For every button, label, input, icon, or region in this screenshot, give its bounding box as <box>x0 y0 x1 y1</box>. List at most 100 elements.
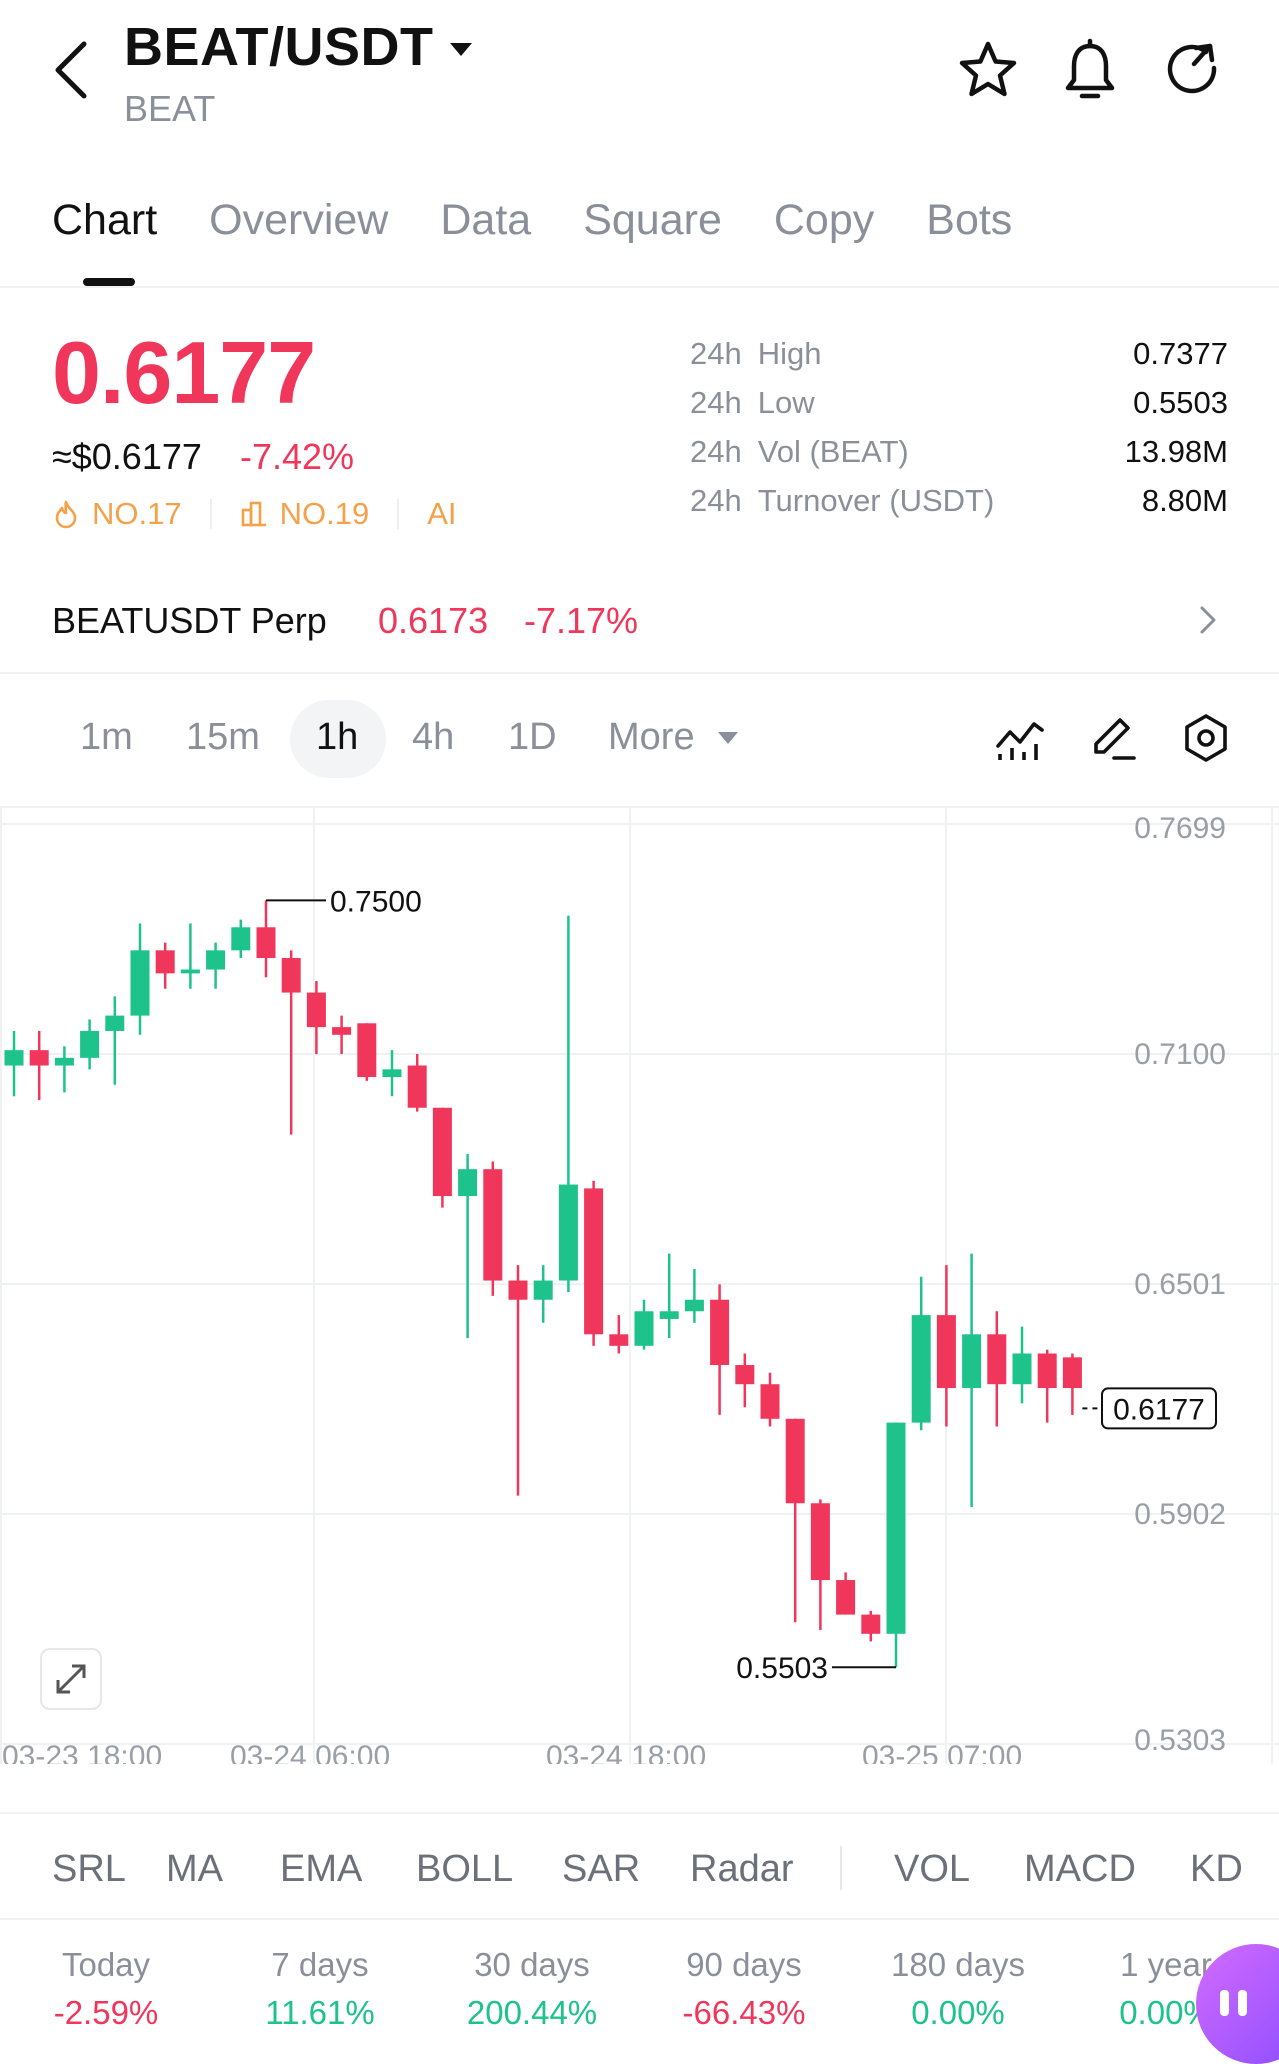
indicator-boll[interactable]: BOLL <box>416 1848 514 1890</box>
divider <box>0 1812 1279 1814</box>
candlestick-chart[interactable]: 0.7699 0.7100 0.6501 0.5902 0.5303 0.7500 0.55… <box>0 808 1279 1764</box>
tab-square[interactable]: Square <box>583 196 722 244</box>
divider <box>0 806 1279 808</box>
stat-label: High <box>757 336 822 371</box>
candle-body <box>710 1299 730 1366</box>
settings-icon[interactable] <box>1180 712 1232 764</box>
tab-overview[interactable]: Overview <box>209 196 389 244</box>
stat-label: Turnover (USDT) <box>757 483 995 518</box>
candle-body <box>987 1334 1007 1385</box>
stat-label: Vol (BEAT) <box>757 434 909 469</box>
divider <box>0 672 1279 674</box>
divider <box>397 499 400 529</box>
indicator-srl[interactable]: SRL <box>52 1848 126 1890</box>
stat-high: 24h High 0.7377 <box>690 336 1228 385</box>
price-change: -7.42% <box>240 436 355 477</box>
ai-badge[interactable]: AI <box>427 496 457 531</box>
candle-body <box>609 1334 629 1346</box>
stat-low: 24h Low 0.5503 <box>690 385 1228 434</box>
x-tick-label: 03-25 07:00 <box>862 1740 1022 1764</box>
candle-body <box>180 969 200 974</box>
perf-label-30d: 30 days <box>474 1946 590 1983</box>
perf-label-today: Today <box>61 1946 151 1983</box>
candle-body <box>1062 1357 1082 1389</box>
candle-body <box>80 1030 100 1058</box>
candle-body <box>407 1065 427 1108</box>
gainer-rank-badge[interactable]: NO.19 <box>240 496 369 532</box>
perf-value-90d: -66.43% <box>682 1994 806 2031</box>
timeframe-1h[interactable]: 1h <box>316 716 359 758</box>
chevron-down-icon <box>718 732 738 744</box>
perf-label-180d: 180 days <box>891 1946 1025 1983</box>
candle-body <box>558 1184 578 1281</box>
candle-body <box>306 992 326 1028</box>
high-marker-label: 0.7500 <box>330 885 422 918</box>
indicator-ma[interactable]: MA <box>166 1848 223 1890</box>
perf-value-30d: 200.44% <box>466 1994 598 2031</box>
perf-value-7d: 11.61% <box>265 1994 375 2031</box>
active-tab-indicator <box>83 278 135 286</box>
refresh-icon[interactable] <box>1162 38 1226 102</box>
perf-label-1y: 1 year <box>1120 1946 1212 1983</box>
candle-body <box>432 1107 452 1197</box>
indicator-icon[interactable] <box>994 712 1046 764</box>
tab-chart[interactable]: Chart <box>52 196 158 244</box>
fullscreen-button[interactable] <box>40 1648 102 1710</box>
hot-rank-badge[interactable]: NO.17 <box>52 496 182 532</box>
timeframe-more[interactable]: More <box>608 716 695 758</box>
stats-24h: 24h High 0.7377 24h Low 0.5503 24h Vol (BEA… <box>690 336 1228 532</box>
candle-body <box>105 1015 125 1031</box>
back-icon[interactable] <box>48 38 96 102</box>
indicator-macd[interactable]: MACD <box>1024 1848 1136 1890</box>
pause-icon <box>1220 1990 1229 2016</box>
tab-copy[interactable]: Copy <box>773 196 875 244</box>
x-tick-label: 03-24 06:00 <box>230 1740 390 1764</box>
candle-body <box>231 927 251 951</box>
stat-period: 24h <box>690 434 742 469</box>
y-tick-label: 0.6501 <box>1134 1268 1226 1301</box>
stat-period: 24h <box>690 483 742 518</box>
last-price-tag <box>1101 1387 1217 1430</box>
pair-selector[interactable]: BEAT/USDT <box>124 16 472 78</box>
tab-bots[interactable]: Bots <box>926 196 1013 244</box>
timeframe-4h[interactable]: 4h <box>412 716 455 758</box>
candle-body <box>458 1169 478 1197</box>
perp-name[interactable]: BEATUSDT Perp <box>52 600 327 641</box>
timeframe-1m[interactable]: 1m <box>80 716 133 758</box>
y-tick-label: 0.5303 <box>1134 1724 1226 1757</box>
indicator-vol[interactable]: VOL <box>894 1848 971 1890</box>
candle-body <box>206 950 226 970</box>
stat-volume: 24h Vol (BEAT) 13.98M <box>690 434 1228 483</box>
timeframe-1d[interactable]: 1D <box>508 716 557 758</box>
candle-body <box>659 1311 679 1319</box>
hot-rank-label: NO.17 <box>92 496 182 531</box>
candle-body <box>256 927 276 959</box>
star-icon[interactable] <box>956 38 1020 102</box>
bell-icon[interactable] <box>1058 38 1122 102</box>
candle-body <box>911 1315 931 1423</box>
stat-value: 0.5503 <box>1133 385 1228 420</box>
candle-body <box>29 1050 49 1066</box>
timeframe-15m[interactable]: 15m <box>186 716 260 758</box>
perf-value-180d: 0.00% <box>911 1994 1005 2031</box>
candle-body <box>483 1169 503 1281</box>
candle-body <box>508 1280 528 1300</box>
indicator-sar[interactable]: SAR <box>562 1848 641 1890</box>
indicator-ema[interactable]: EMA <box>280 1848 363 1890</box>
expand-icon <box>56 1664 86 1694</box>
candle-body <box>962 1334 982 1389</box>
tab-data[interactable]: Data <box>440 196 532 244</box>
rank-badges: NO.17 NO.19 AI <box>52 496 457 532</box>
pause-icon <box>1238 1990 1247 2016</box>
indicator-kd[interactable]: KD <box>1190 1848 1243 1890</box>
chevron-down-icon <box>449 42 472 56</box>
candle-body <box>584 1188 604 1335</box>
chevron-right-icon[interactable] <box>1196 602 1220 638</box>
x-tick-label: 03-23 18:00 <box>2 1740 162 1764</box>
draw-icon[interactable] <box>1088 712 1140 764</box>
divider <box>0 286 1279 288</box>
stat-value: 8.80M <box>1141 483 1228 518</box>
divider <box>0 1918 1279 1920</box>
indicator-radar[interactable]: Radar <box>690 1848 794 1890</box>
stat-value: 0.7377 <box>1133 336 1228 371</box>
